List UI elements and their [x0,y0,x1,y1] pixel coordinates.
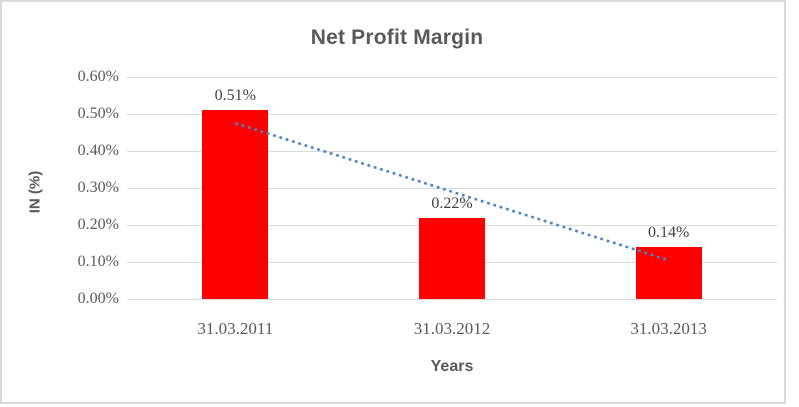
y-tick-label: 0.60% [77,68,119,85]
gridline [127,299,777,300]
x-axis-title: Years [430,358,474,375]
chart-frame: Net Profit Margin IN (%) 0.00% 0.10% 0.20%… [0,0,786,404]
bar-data-label: 0.14% [647,224,690,242]
y-tick-label: 0.10% [77,253,119,270]
x-category-label: 31.03.2011 [197,319,274,338]
chart-title: Net Profit Margin [310,26,484,49]
y-tick-label: 0.50% [77,105,119,122]
gridline [127,77,777,78]
bar [419,217,485,299]
y-tick-label: 0.30% [77,179,119,196]
y-tick-label: 0.40% [77,142,119,159]
bar [635,247,702,299]
x-category-label: 31.03.2013 [630,319,707,338]
y-tick-label: 0.00% [77,290,119,307]
bar-data-label: 0.22% [431,194,473,212]
gridline [127,114,777,115]
y-tick-label: 0.20% [77,216,119,233]
bar [202,110,269,299]
x-category-label: 31.03.2012 [413,319,491,338]
bar-data-label: 0.51% [214,87,256,105]
